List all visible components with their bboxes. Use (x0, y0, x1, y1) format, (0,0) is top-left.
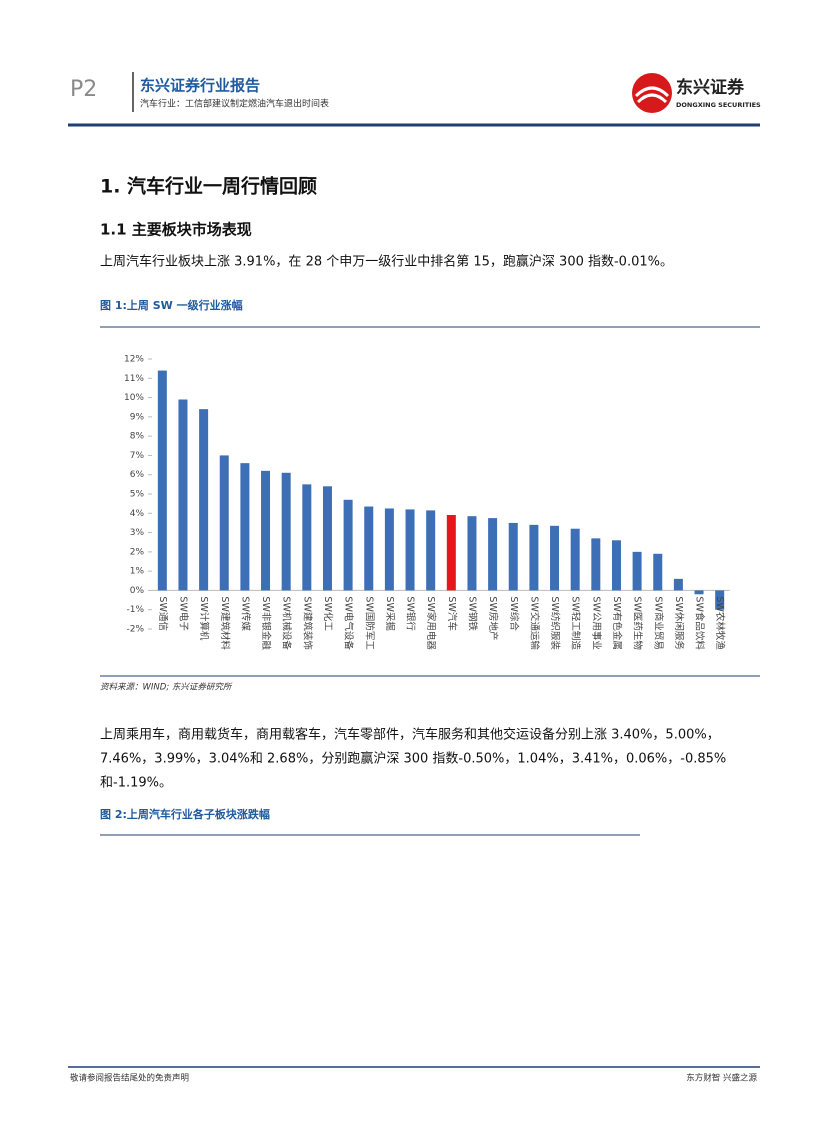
x-tick-label: SW房地产 (487, 596, 499, 640)
logo-wave (634, 86, 670, 104)
bar (199, 409, 209, 591)
x-tick-label: SW商业贸易 (652, 596, 664, 649)
y-tick-label: 12% (124, 355, 144, 365)
x-tick-label: SW综合 (508, 596, 520, 631)
x-tick-label: SW汽车 (446, 596, 458, 630)
x-tick-label: SW银行 (405, 596, 417, 631)
paragraph-line: 7.46%，3.99%，3.04%和 2.68%，分别跑赢沪深 300 指数-0… (100, 751, 726, 767)
bar (632, 551, 642, 591)
x-tick-label: SW采掘 (384, 596, 396, 630)
x-tick-label: SW公用事业 (590, 596, 602, 649)
bar (426, 510, 436, 591)
x-tick-label: SW计算机 (198, 596, 210, 640)
bar (653, 553, 663, 591)
x-tick-label: SW食品饮料 (694, 596, 706, 650)
bar (446, 515, 456, 591)
figure-source: 资料来源：WIND; 东兴证券研究所 (100, 682, 233, 693)
bar (467, 516, 477, 591)
bar (240, 463, 250, 591)
bar (488, 518, 498, 591)
bar (322, 486, 332, 591)
y-tick-label: 3% (130, 528, 145, 538)
bar (715, 590, 725, 610)
bar (570, 528, 580, 591)
figure-caption: 图 2:上周汽车行业各子板块涨跌幅 (100, 807, 270, 821)
report-title: 东兴证券行业报告 (140, 77, 260, 95)
figure-caption: 图 1:上周 SW 一级行业涨幅 (100, 298, 243, 312)
subheading: 1.1 主要板块市场表现 (100, 221, 252, 239)
bar (281, 472, 291, 591)
x-tick-label: SW钢铁 (466, 596, 478, 631)
y-tick-label: 10% (124, 393, 144, 403)
bar (611, 540, 621, 591)
x-tick-label: SW传媒 (239, 596, 251, 631)
bar (178, 399, 188, 591)
bar (157, 370, 167, 591)
x-tick-label: SW化工 (322, 596, 334, 631)
y-tick-label: 8% (130, 432, 145, 442)
heading: 1. 汽车行业一周行情回顾 (100, 175, 317, 198)
y-tick-label: 11% (124, 374, 144, 384)
report-subtitle: 汽车行业：工信部建议制定燃油汽车退出时间表 (140, 98, 329, 110)
bar (364, 506, 374, 591)
x-tick-label: SW有色金属 (611, 596, 623, 649)
bar (529, 524, 539, 591)
y-tick-label: 0% (130, 586, 145, 596)
x-tick-label: SW机械设备 (281, 596, 293, 650)
y-tick-label: 4% (130, 509, 145, 519)
logo-text: 东兴证券 (676, 77, 745, 98)
y-tick-label: 7% (130, 451, 145, 461)
x-tick-label: SW非银金融 (260, 596, 272, 650)
x-tick-label: SW休闲服务 (673, 596, 685, 650)
paragraph-line: 和-1.19%。 (100, 776, 172, 791)
x-tick-label: SW建筑材料 (219, 596, 231, 650)
bar (508, 522, 518, 591)
x-tick-label: SW电子 (177, 596, 189, 631)
y-tick-label: 9% (130, 412, 145, 422)
footer-right: 东方财智 兴盛之源 (686, 1073, 757, 1084)
x-tick-label: SW通信 (157, 596, 169, 630)
x-tick-label: SW建筑装饰 (301, 596, 313, 649)
footer-left: 敬请参阅报告结尾处的免责声明 (70, 1073, 189, 1084)
paragraph: 上周汽车行业板块上涨 3.91%，在 28 个申万一级行业中排名第 15，跑赢沪… (100, 254, 673, 270)
x-tick-label: SW交通运输 (528, 596, 540, 650)
x-tick-label: SW纺织服装 (549, 596, 561, 650)
logo: 东兴证券 DONGXING SECURITIES (632, 73, 761, 113)
bar (591, 538, 601, 591)
logo-circle (632, 73, 672, 113)
y-tick-label: 5% (130, 490, 145, 500)
bar (384, 508, 394, 591)
bar (343, 499, 353, 591)
y-tick-label: 2% (130, 547, 145, 557)
x-tick-label: SW农林牧渔 (714, 596, 726, 650)
x-tick-label: SW医药生物 (632, 596, 644, 650)
logo-en: DONGXING SECURITIES (676, 101, 761, 109)
paragraph-line: 上周乘用车，商用载货车，商用载客车，汽车零部件，汽车服务和其他交运设备分别上涨 … (100, 727, 720, 743)
bar (694, 590, 704, 595)
x-tick-label: SW国防军工 (363, 596, 375, 650)
x-tick-label: SW家用电器 (425, 596, 437, 650)
y-tick-label: 1% (130, 567, 145, 577)
bar (405, 509, 415, 591)
bar (673, 578, 683, 591)
x-tick-label: SW电气设备 (343, 596, 355, 650)
y-tick-label: -1% (126, 605, 144, 615)
page-number: P2 (70, 77, 97, 102)
x-tick-label: SW轻工制造 (570, 596, 582, 650)
bar (302, 484, 312, 591)
y-tick-label: 6% (130, 470, 145, 480)
bar (219, 455, 229, 591)
bar (261, 470, 271, 591)
y-tick-label: -2% (126, 625, 144, 635)
bar (550, 525, 560, 591)
